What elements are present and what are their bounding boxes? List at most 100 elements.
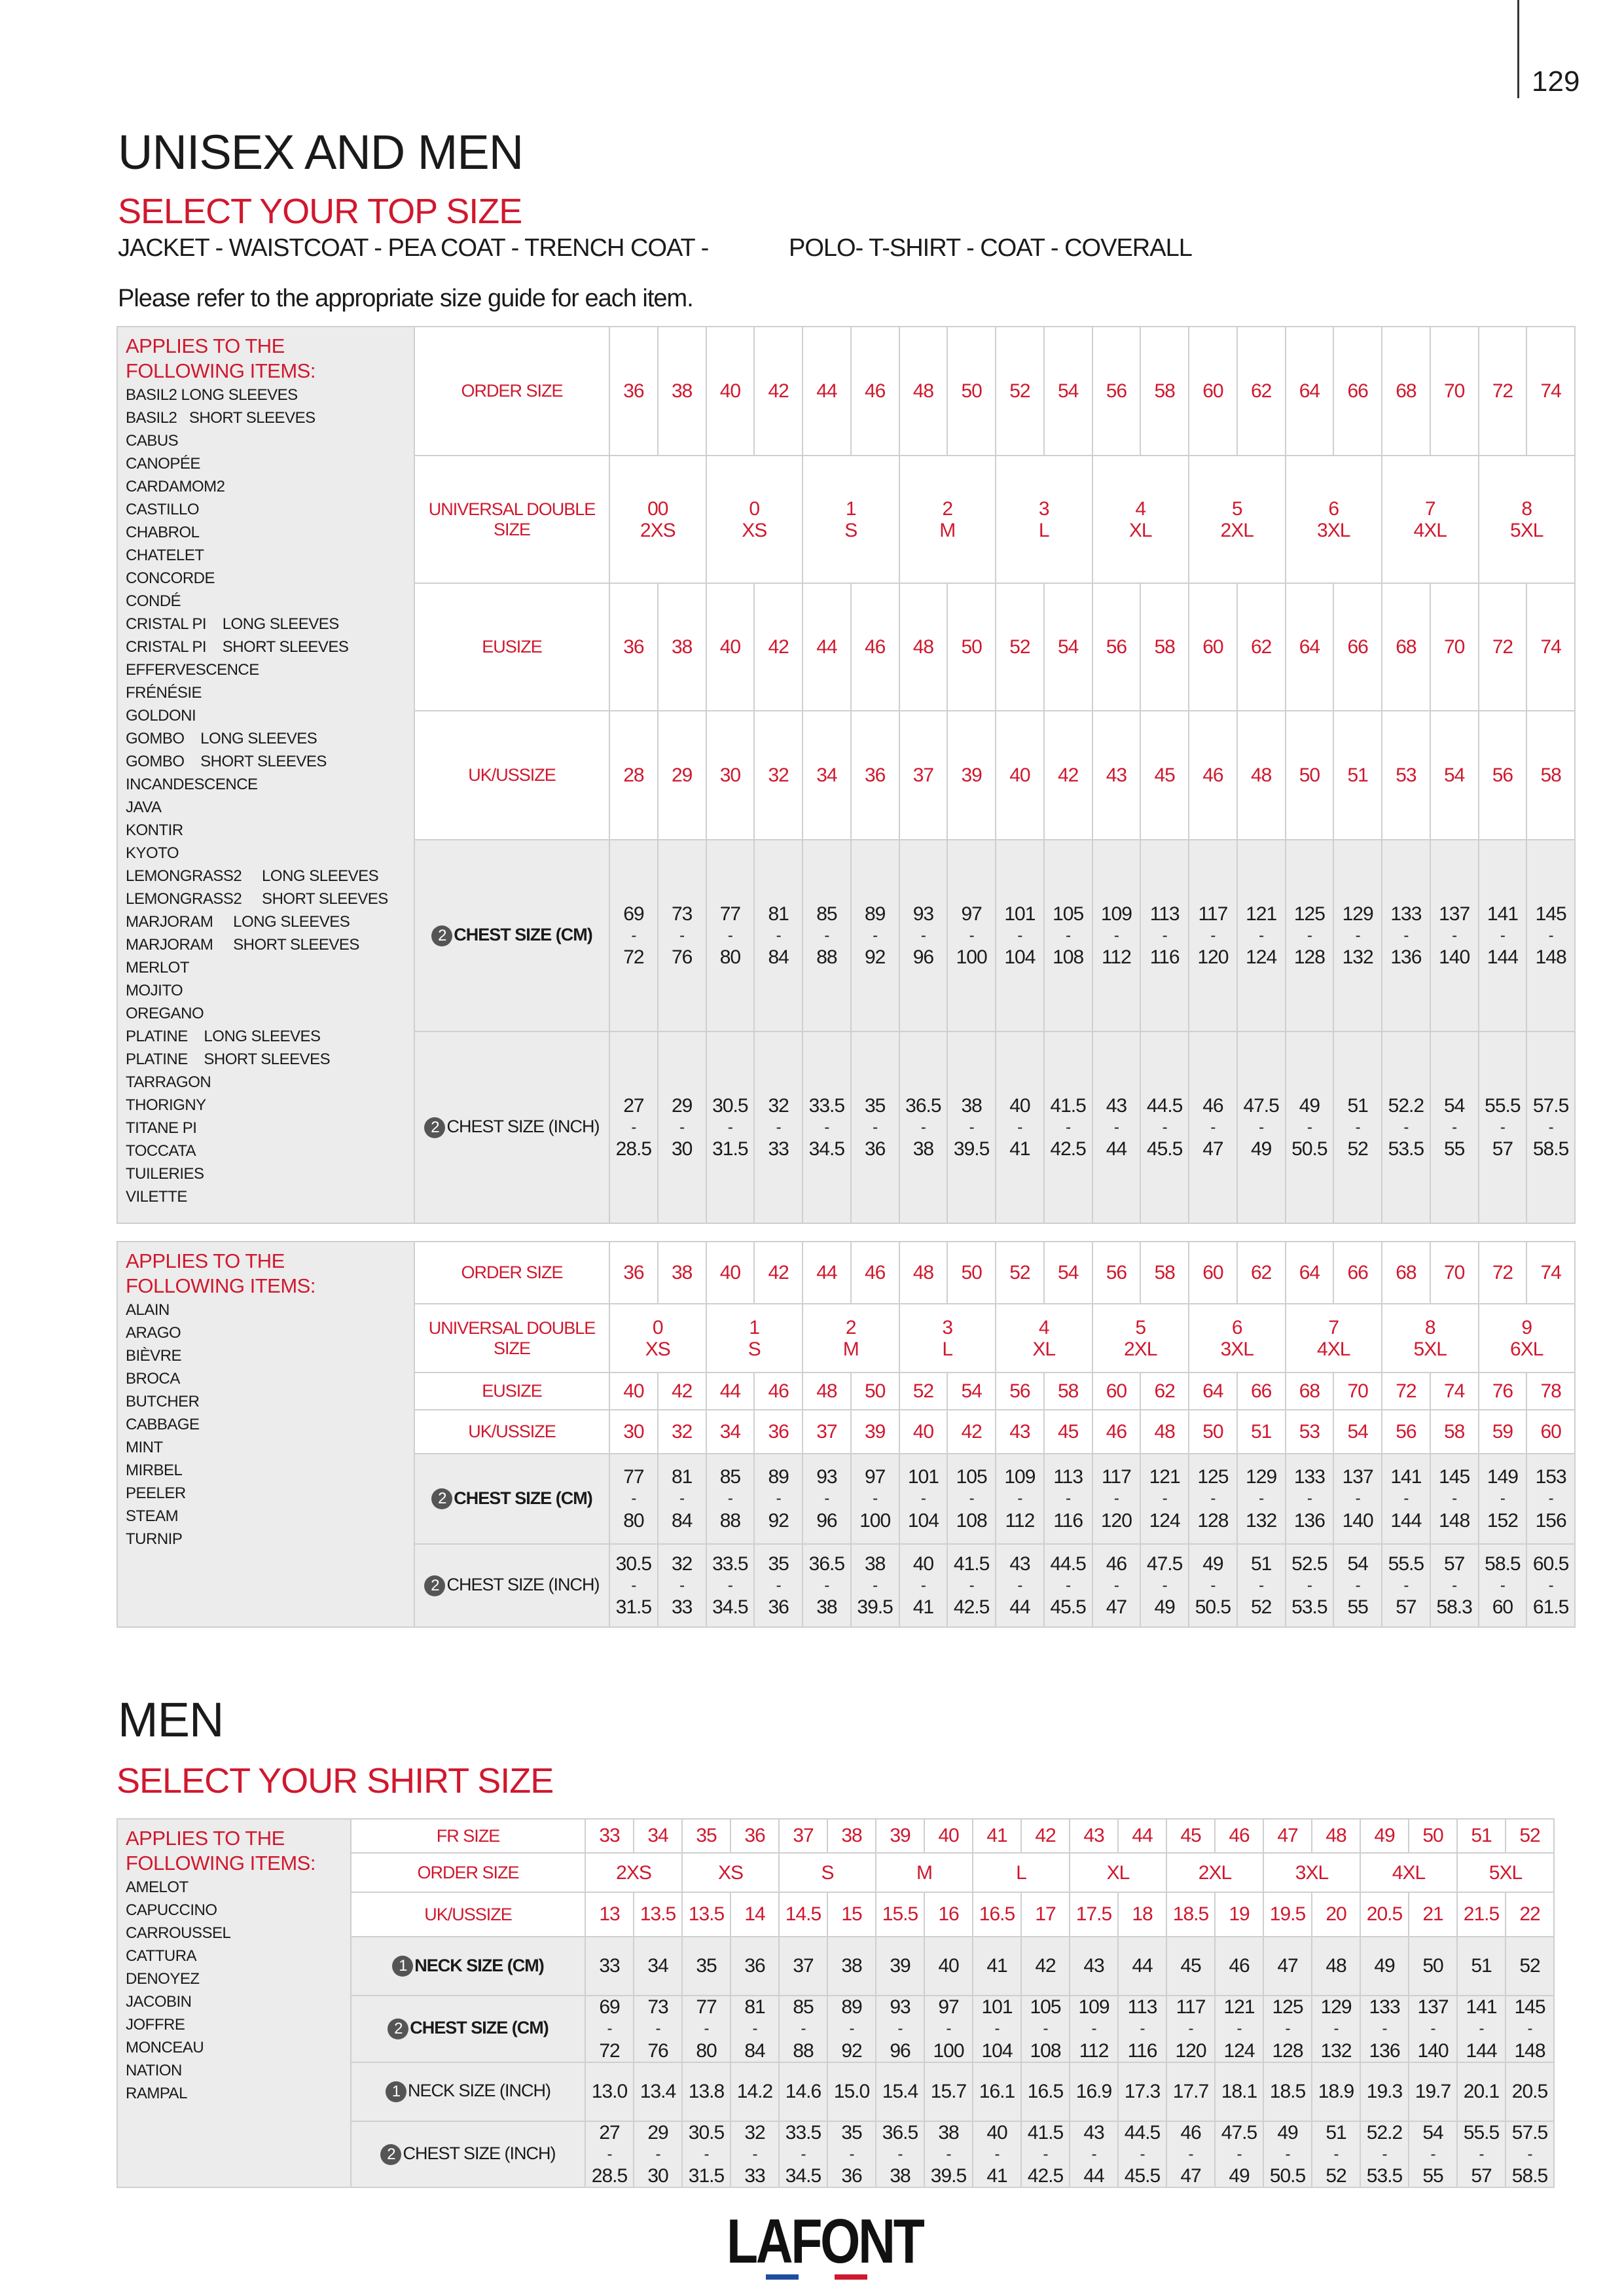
- size-guide-note: Please refer to the appropriate size gui…: [118, 285, 694, 312]
- size-cell: 60: [1188, 1241, 1238, 1304]
- size-value: 7: [1424, 497, 1436, 520]
- range-cell: 57.5- 58.5: [1505, 2120, 1555, 2189]
- range-min: 49: [1202, 1552, 1223, 1575]
- range-separator: -: [801, 2145, 806, 2163]
- range-cell: 89 -92: [753, 1453, 803, 1545]
- item-name: JOFFRE: [126, 2016, 185, 2034]
- range-min: 129: [1342, 903, 1374, 925]
- size-cell: 54: [1333, 1409, 1382, 1454]
- range-min: 97: [864, 1466, 886, 1488]
- size-cell: 4XL: [1360, 1852, 1458, 1893]
- range-min: 38: [961, 1094, 982, 1117]
- item-name: TARRAGON: [126, 1073, 211, 1091]
- size-cell: S: [778, 1852, 876, 1893]
- item-name: NATION: [126, 2062, 182, 2079]
- range-min: 40: [986, 2121, 1007, 2144]
- size-cell: 50: [1408, 1818, 1458, 1854]
- range-min: 81: [744, 1996, 765, 2018]
- range-min: 117: [1176, 1996, 1206, 2018]
- range-min: 137: [1439, 903, 1470, 925]
- range-cell: 125- 128: [1284, 839, 1335, 1032]
- range-max: 34.5: [808, 1138, 845, 1160]
- range-cell: 81 -84: [657, 1453, 707, 1545]
- size-cell: 62: [1236, 1241, 1286, 1304]
- range-separator: -: [969, 926, 975, 944]
- range-separator: -: [969, 1576, 975, 1594]
- range-separator: -: [969, 1490, 975, 1508]
- range-cell: 54- 55: [1333, 1543, 1382, 1628]
- size-cell: 45: [1140, 710, 1189, 840]
- size-cell: 19.5: [1263, 1892, 1312, 1937]
- range-max: 47: [1106, 1596, 1127, 1619]
- size-cell: 37: [802, 1409, 852, 1454]
- page-number: 129: [1532, 65, 1580, 98]
- range-separator: -: [607, 2145, 613, 2163]
- range-separator: -: [1527, 2020, 1533, 2037]
- size-cell: 39: [875, 1818, 925, 1854]
- range-min: 52.2: [1366, 2121, 1403, 2144]
- size-cell: 36: [753, 1409, 803, 1454]
- measure-number-badge: 2: [388, 2018, 409, 2040]
- range-cell: 46- 47: [1166, 2120, 1216, 2189]
- range-max: 112: [1005, 1509, 1035, 1532]
- range-min: 129: [1246, 1466, 1277, 1488]
- size-cell: 32: [753, 710, 803, 840]
- range-separator: -: [752, 2145, 758, 2163]
- row-label-text: CHEST SIZE (INCH): [446, 1575, 600, 1595]
- range-max: 34.5: [785, 2165, 821, 2187]
- range-cell: 77-80: [609, 1453, 659, 1545]
- range-cell: 52.2- 53.5: [1381, 1031, 1431, 1224]
- size-cell: 70: [1429, 1241, 1479, 1304]
- range-min: 44.5: [1050, 1552, 1086, 1575]
- size-cell: 42: [657, 1372, 707, 1410]
- range-max: 45.5: [1050, 1596, 1086, 1619]
- range-separator: -: [1479, 2020, 1485, 2037]
- range-max: 42.5: [1050, 1138, 1086, 1160]
- range-min: 32: [744, 2121, 765, 2144]
- size-row-neck-size-inch-: 1 NECK SIZE (INCH) 13.0 13.4 13.8 14.2 14.6 15.…: [117, 2061, 1555, 2122]
- size-row-chest-size-inch-: 2 CHEST SIZE (INCH) 27-28.5 29-30 30.5-31.5 3…: [117, 2120, 1555, 2189]
- range-cell: 113- 116: [1140, 839, 1189, 1032]
- item-name: JAVA: [126, 798, 162, 816]
- size-cell: 42: [753, 583, 803, 711]
- size-value: L: [942, 1338, 953, 1360]
- range-max: 38: [890, 2165, 911, 2187]
- range-min: 30.5: [712, 1094, 748, 1117]
- range-min: 69: [599, 1996, 620, 2018]
- row-label-text: ORDER SIZE: [461, 381, 563, 401]
- range-max: 36: [841, 2165, 862, 2187]
- size-row-eusize: EUSIZE 36 38 40 42 44 46 48 50 52 54 56 58 60 62 64 66 68…: [117, 583, 1576, 711]
- size-cell: 7 4XL: [1284, 1303, 1382, 1373]
- range-separator: -: [1430, 2145, 1436, 2163]
- size-cell: 21.5: [1456, 1892, 1506, 1937]
- row-label-text: CHEST SIZE (CM): [410, 2018, 549, 2038]
- size-cell: 64: [1188, 1372, 1238, 1410]
- row-label: 2 CHEST SIZE (CM): [414, 1453, 610, 1545]
- range-max: 44: [1106, 1138, 1127, 1160]
- range-separator: -: [1500, 1490, 1506, 1508]
- size-value: XS: [645, 1338, 671, 1360]
- item-name: PEELER: [126, 1484, 186, 1502]
- size-cell: 62: [1140, 1372, 1189, 1410]
- size-value: XS: [717, 1861, 744, 1884]
- range-max: 39.5: [930, 2165, 967, 2187]
- range-min: 46: [1106, 1552, 1127, 1575]
- range-max: 41: [986, 2165, 1007, 2187]
- size-cell: 17.5: [1069, 1892, 1119, 1937]
- item-name: AMELOT: [126, 1878, 189, 1896]
- range-max: 92: [841, 2039, 862, 2062]
- measure-number-badge: 2: [431, 925, 453, 946]
- range-min: 41.5: [1050, 1094, 1086, 1117]
- size-cell: XS: [681, 1852, 780, 1893]
- size-value: 0: [749, 497, 760, 520]
- range-min: 153: [1535, 1466, 1567, 1488]
- range-cell: 77-80: [681, 1995, 731, 2063]
- range-min: 97: [938, 1996, 959, 2018]
- range-separator: -: [1403, 1576, 1409, 1594]
- row-label-text: CHEST SIZE (INCH): [446, 1117, 600, 1137]
- range-max: 49: [1154, 1596, 1175, 1619]
- range-separator: -: [631, 1490, 636, 1508]
- range-max: 58.5: [1511, 2165, 1548, 2187]
- row-label-text: ORDER SIZE: [417, 1862, 519, 1882]
